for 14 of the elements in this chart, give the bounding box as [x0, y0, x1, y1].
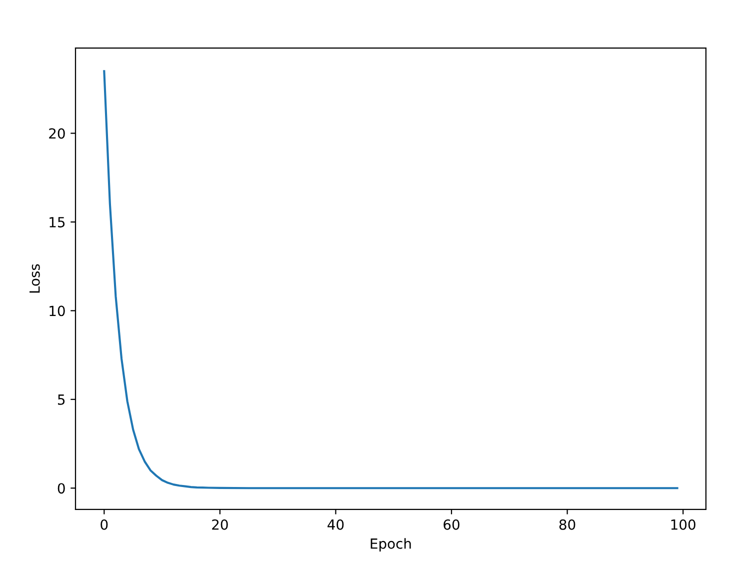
y-tick-label: 15: [50, 217, 65, 228]
y-tick-label: 10: [50, 306, 65, 316]
x-tick-label: 100: [671, 519, 696, 530]
y-tick-label: 5: [58, 394, 65, 405]
x-tick-label: 20: [212, 519, 228, 530]
x-tick-label: 60: [444, 519, 460, 530]
y-axis-title: Loss: [30, 264, 40, 293]
y-tick-label: 0: [58, 483, 65, 494]
x-tick-label: 80: [559, 519, 576, 530]
x-tick-label: 0: [100, 519, 108, 530]
y-tick-label: 20: [49, 128, 65, 139]
line-series: [103, 70, 678, 490]
x-tick-label: 40: [328, 519, 344, 530]
x-axis-title: Epoch: [370, 538, 411, 552]
